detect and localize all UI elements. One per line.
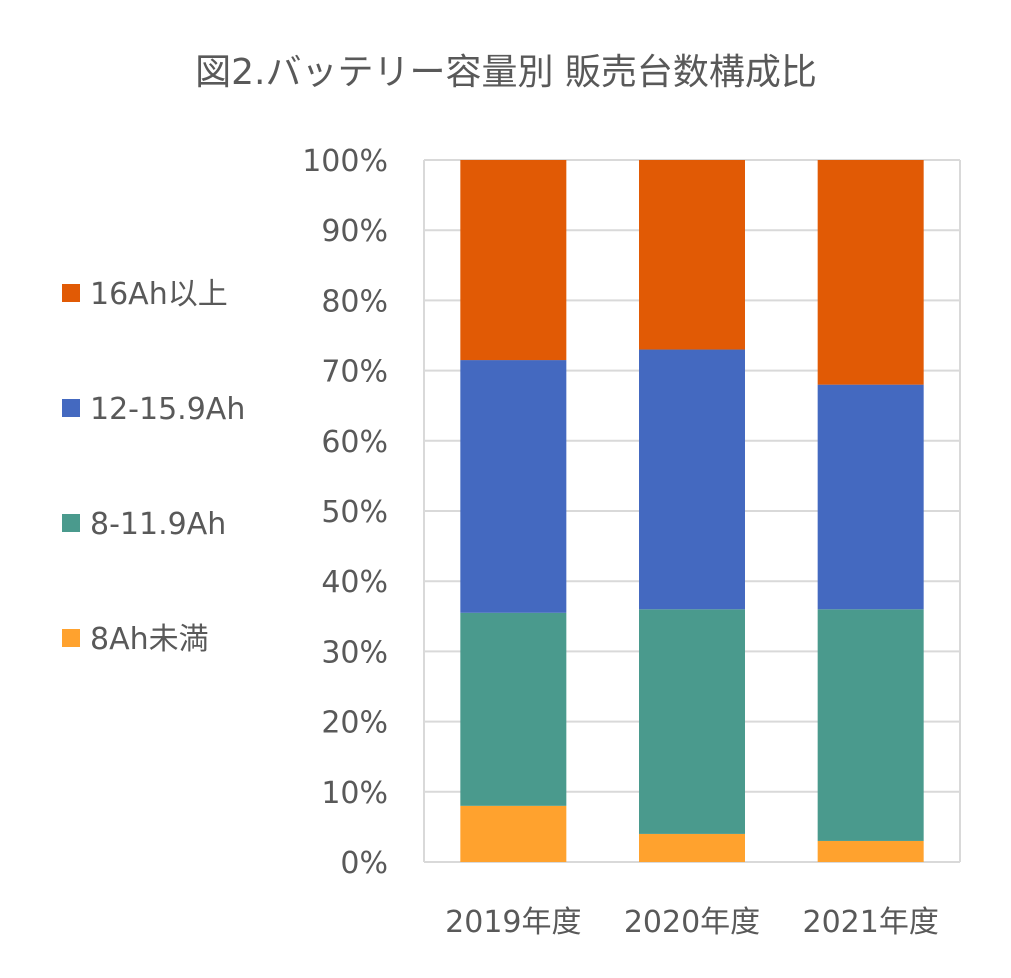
bar-segment bbox=[460, 360, 567, 613]
bar-segment bbox=[460, 160, 567, 361]
y-tick-label: 40% bbox=[321, 565, 388, 600]
legend-label: 8-11.9Ah bbox=[90, 507, 226, 542]
bar-segment bbox=[639, 833, 745, 862]
bar-segment bbox=[639, 609, 745, 834]
x-category-label: 2021年度 bbox=[802, 905, 938, 940]
legend-swatch bbox=[62, 399, 80, 417]
y-tick-label: 100% bbox=[302, 144, 388, 179]
y-tick-label: 90% bbox=[321, 214, 388, 249]
bar-segment bbox=[817, 160, 924, 385]
y-axis-tick-labels: 0% 10% 20% 30% 40% 50% 60% 70% 80% 90% 100% bbox=[302, 144, 388, 881]
y-tick-label: 10% bbox=[321, 776, 388, 811]
bar-segment bbox=[460, 612, 567, 806]
chart-title: 図2.バッテリー容量別 販売台数構成比 bbox=[195, 52, 817, 93]
bar-segment bbox=[639, 349, 745, 610]
bar-segment bbox=[639, 160, 745, 350]
legend-swatch bbox=[62, 284, 80, 302]
bar-segment bbox=[817, 609, 924, 841]
y-tick-label: 70% bbox=[321, 355, 388, 390]
y-tick-label: 50% bbox=[321, 495, 388, 530]
y-tick-label: 30% bbox=[321, 635, 388, 670]
bars bbox=[460, 160, 924, 862]
legend-swatch bbox=[62, 514, 80, 532]
bar-segment bbox=[817, 384, 924, 610]
legend: 16Ah以上 12-15.9Ah 8-11.9Ah 8Ah未満 bbox=[62, 277, 245, 657]
legend-label: 16Ah以上 bbox=[90, 277, 228, 312]
x-category-label: 2019年度 bbox=[445, 905, 581, 940]
legend-label: 12-15.9Ah bbox=[90, 392, 245, 427]
x-axis-category-labels: 2019年度 2020年度 2021年度 bbox=[445, 905, 939, 940]
y-tick-label: 60% bbox=[321, 425, 388, 460]
y-tick-label: 20% bbox=[321, 706, 388, 741]
legend-swatch bbox=[62, 629, 80, 647]
y-tick-label: 80% bbox=[321, 284, 388, 319]
x-category-label: 2020年度 bbox=[624, 905, 760, 940]
bar-segment bbox=[460, 805, 567, 862]
legend-label: 8Ah未満 bbox=[90, 622, 209, 657]
y-tick-label: 0% bbox=[340, 846, 388, 881]
bar-segment bbox=[817, 840, 924, 862]
